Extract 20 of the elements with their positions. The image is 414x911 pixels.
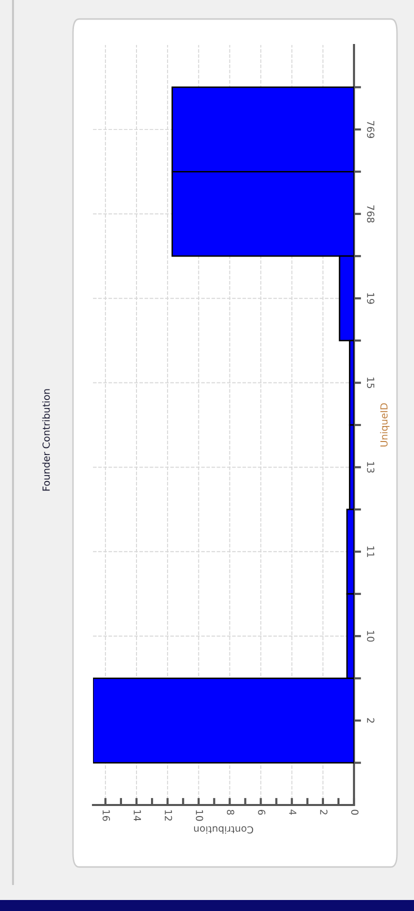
text: Founder Contribution	[42, 389, 50, 491]
y-tick-label: 19	[366, 293, 374, 304]
y-tick-label: 2	[367, 718, 374, 723]
y-tick-label: 13	[366, 462, 374, 473]
x-tick-label: 0	[351, 810, 359, 815]
x-tick-label: 8	[226, 810, 234, 815]
x-tick-label: 14	[134, 810, 141, 821]
x-tick-label: 6	[258, 810, 266, 815]
x-tick-label: 10	[196, 810, 204, 821]
y-tick-label: 15	[366, 378, 374, 388]
x-axis-title: Contribution	[194, 826, 254, 834]
x-tick-label: 12	[164, 810, 172, 821]
y-axis-title: UniqueID	[380, 403, 390, 446]
y-tick-label: 11	[367, 546, 374, 557]
y-tick-label: 768	[366, 205, 374, 222]
x-tick-label: 2	[320, 810, 328, 814]
y-tick-label: 769	[366, 120, 374, 138]
x-tick-label: 16	[102, 810, 110, 821]
y-tick-label: 10	[366, 630, 374, 642]
x-tick-label: 4	[289, 810, 296, 815]
